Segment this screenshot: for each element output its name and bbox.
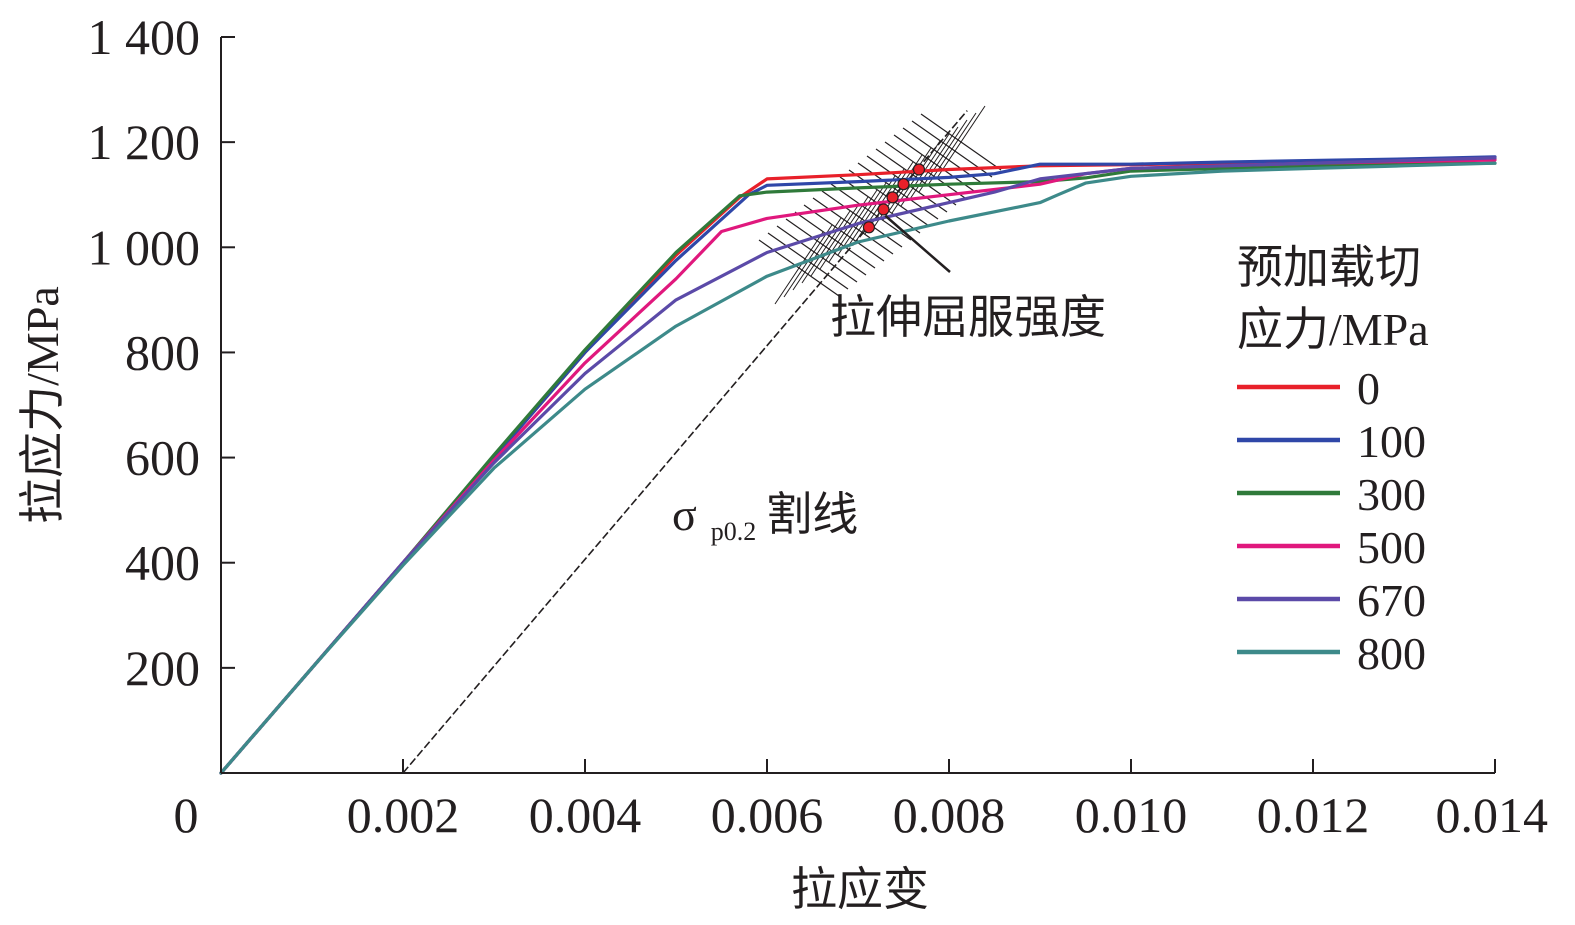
hatch-line (819, 196, 869, 270)
hatch-line (936, 105, 986, 179)
x-tick-label: 0.006 (711, 787, 824, 843)
legend-title-line1: 预加载切 (1237, 242, 1421, 293)
series-line-800 (219, 161, 1497, 775)
legend-label-300: 300 (1357, 469, 1426, 520)
axes-group: 200 400 600 800 1 000 1 200 1 400 0.002 0.004 0.0… (88, 9, 1549, 843)
secant-label: σ p0.2 割线 (672, 489, 858, 546)
y-tick-label: 600 (125, 430, 200, 486)
yield-points-group (862, 163, 951, 273)
hatch-line (801, 210, 851, 284)
yield-point (897, 178, 910, 191)
legend-label-0: 0 (1357, 363, 1380, 414)
yield-annotation-label: 拉伸屈服强度 (830, 292, 1106, 343)
y-tick-label: 1 000 (88, 219, 201, 275)
legend-label-500: 500 (1357, 522, 1426, 573)
x-tick-label: 0.002 (347, 787, 460, 843)
x-axis-label: 拉应变 (791, 864, 929, 915)
y-axis-label: 拉应力/MPa (17, 286, 68, 524)
yield-point (877, 203, 890, 216)
x-tick-label: 0.012 (1257, 787, 1370, 843)
legend-label-800: 800 (1357, 628, 1426, 679)
legend-label-670: 670 (1357, 575, 1426, 626)
secant-line-group (402, 110, 968, 774)
hatch-line (774, 231, 824, 305)
series-line-670 (219, 156, 1497, 775)
secant-line (402, 110, 968, 774)
annotation-leader-line (884, 214, 951, 273)
y-tick-label: 200 (125, 640, 200, 696)
hatch-line (837, 182, 887, 256)
y-tick-label: 800 (125, 324, 200, 380)
y-tick-label: 1 400 (88, 9, 201, 65)
series-line-300 (219, 161, 1497, 775)
legend-label-100: 100 (1357, 416, 1426, 467)
x-tick-label: 0.014 (1436, 787, 1549, 843)
origin-tick-label: 0 (174, 787, 199, 843)
yield-point (862, 221, 876, 234)
legend-title-line2: 应力/MPa (1237, 304, 1429, 355)
secant-label-sigma: σ (672, 489, 697, 540)
x-tick-label: 0.010 (1075, 787, 1188, 843)
series-group (219, 155, 1497, 775)
secant-label-subscript: p0.2 (711, 517, 757, 546)
y-tick-label: 400 (125, 535, 200, 591)
hatch-line (927, 112, 977, 186)
hatch-line (810, 203, 860, 277)
yield-point (886, 191, 899, 204)
yield-point (912, 163, 926, 176)
x-tick-label: 0.008 (893, 787, 1006, 843)
y-tick-label: 1 200 (88, 114, 201, 170)
x-tick-label: 0.004 (529, 787, 642, 843)
secant-label-suffix: 割线 (766, 489, 858, 540)
